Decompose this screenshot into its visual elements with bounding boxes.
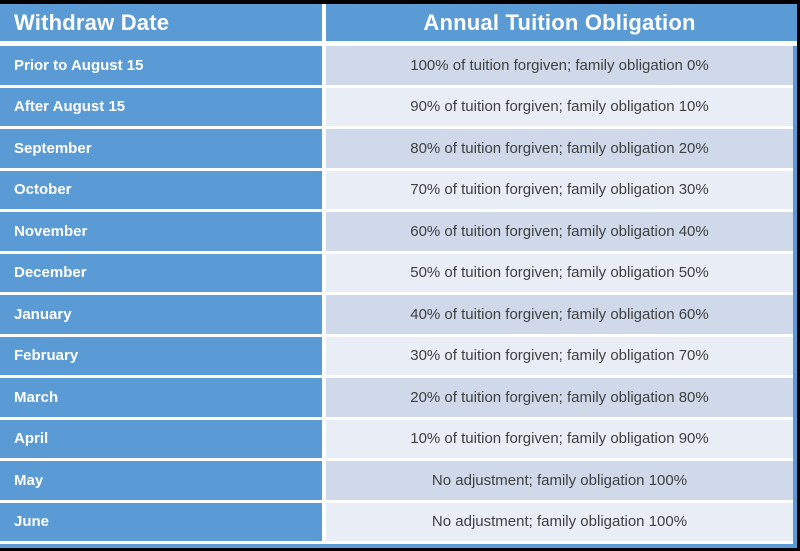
- table-header-row: Withdraw Date Annual Tuition Obligation: [0, 4, 793, 41]
- table-row: May No adjustment; family obligation 100…: [0, 461, 793, 503]
- withdraw-date-cell: Prior to August 15: [0, 46, 322, 85]
- table-row: March 20% of tuition forgiven; family ob…: [0, 378, 793, 420]
- withdraw-date-cell: January: [0, 295, 322, 334]
- withdraw-date-cell: December: [0, 253, 322, 292]
- obligation-cell: 50% of tuition forgiven; family obligati…: [326, 253, 793, 292]
- withdraw-date-cell: May: [0, 461, 322, 500]
- withdraw-date-cell: September: [0, 129, 322, 168]
- obligation-cell: 100% of tuition forgiven; family obligat…: [326, 46, 793, 85]
- obligation-cell: 80% of tuition forgiven; family obligati…: [326, 129, 793, 168]
- obligation-cell: 90% of tuition forgiven; family obligati…: [326, 87, 793, 126]
- obligation-cell: 30% of tuition forgiven; family obligati…: [326, 336, 793, 375]
- obligation-cell: No adjustment; family obligation 100%: [326, 461, 793, 500]
- table-row: December 50% of tuition forgiven; family…: [0, 253, 793, 295]
- withdraw-date-cell: November: [0, 212, 322, 251]
- table-row: September 80% of tuition forgiven; famil…: [0, 129, 793, 171]
- table-body: Prior to August 15 100% of tuition forgi…: [0, 46, 793, 544]
- withdraw-date-cell: February: [0, 336, 322, 375]
- obligation-cell: 60% of tuition forgiven; family obligati…: [326, 212, 793, 251]
- table-row: April 10% of tuition forgiven; family ob…: [0, 419, 793, 461]
- withdraw-date-cell: March: [0, 378, 322, 417]
- table-row: Prior to August 15 100% of tuition forgi…: [0, 46, 793, 88]
- table-row: After August 15 90% of tuition forgiven;…: [0, 87, 793, 129]
- header-underline: [0, 41, 797, 46]
- obligation-cell: 40% of tuition forgiven; family obligati…: [326, 295, 793, 334]
- obligation-cell: 10% of tuition forgiven; family obligati…: [326, 419, 793, 458]
- header-withdraw-date: Withdraw Date: [0, 4, 322, 41]
- table-row: June No adjustment; family obligation 10…: [0, 502, 793, 544]
- table-row: February 30% of tuition forgiven; family…: [0, 336, 793, 378]
- withdraw-date-cell: April: [0, 419, 322, 458]
- withdraw-date-cell: June: [0, 502, 322, 541]
- withdraw-date-cell: After August 15: [0, 87, 322, 126]
- table-row: November 60% of tuition forgiven; family…: [0, 212, 793, 254]
- obligation-cell: No adjustment; family obligation 100%: [326, 502, 793, 541]
- obligation-cell: 20% of tuition forgiven; family obligati…: [326, 378, 793, 417]
- tuition-obligation-table: Withdraw Date Annual Tuition Obligation …: [0, 4, 797, 548]
- withdraw-date-cell: October: [0, 170, 322, 209]
- table-row: October 70% of tuition forgiven; family …: [0, 170, 793, 212]
- table-row: January 40% of tuition forgiven; family …: [0, 295, 793, 337]
- header-annual-tuition-obligation: Annual Tuition Obligation: [326, 4, 793, 41]
- obligation-cell: 70% of tuition forgiven; family obligati…: [326, 170, 793, 209]
